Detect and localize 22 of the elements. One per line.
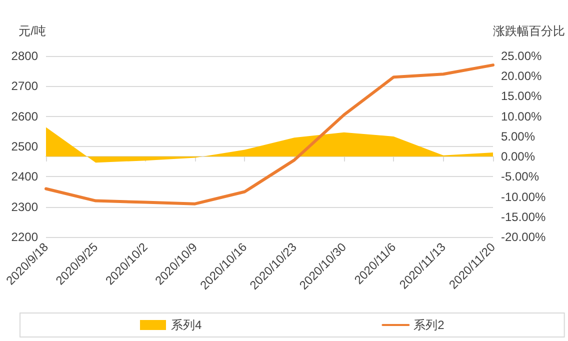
y-tick-label: 2800 bbox=[11, 49, 38, 63]
y2-tick-label: -5.00% bbox=[501, 170, 540, 184]
line-series bbox=[44, 64, 494, 206]
y-tick-label: 2300 bbox=[11, 200, 38, 214]
y-tick-label: 2500 bbox=[11, 140, 38, 154]
y-tick-label: 2200 bbox=[11, 230, 38, 244]
y2-tick-label: 25.00% bbox=[501, 49, 542, 63]
legend-label: 系列2 bbox=[414, 318, 445, 332]
y2-tick-label: 0.00% bbox=[501, 150, 536, 164]
y-tick-label: 2700 bbox=[11, 79, 38, 94]
y2-tick-label: -20.00% bbox=[501, 230, 546, 244]
y2-tick-label: 5.00% bbox=[501, 129, 536, 144]
y2-tick-label: 20.00% bbox=[501, 69, 542, 84]
y2-tick-label: -10.00% bbox=[501, 190, 546, 204]
y2-tick-label: 10.00% bbox=[501, 109, 542, 124]
y2-tick-label: 15.00% bbox=[501, 89, 542, 104]
y2-tick-label: -15.00% bbox=[501, 210, 546, 224]
legend-label: 系列4 bbox=[171, 318, 202, 332]
y-tick-label: 2600 bbox=[11, 109, 38, 124]
y-tick-label: 2400 bbox=[11, 170, 38, 184]
y-axis-title: 元/吨 bbox=[18, 24, 46, 38]
y2-axis-title: 涨跌幅百分比 bbox=[493, 24, 565, 38]
